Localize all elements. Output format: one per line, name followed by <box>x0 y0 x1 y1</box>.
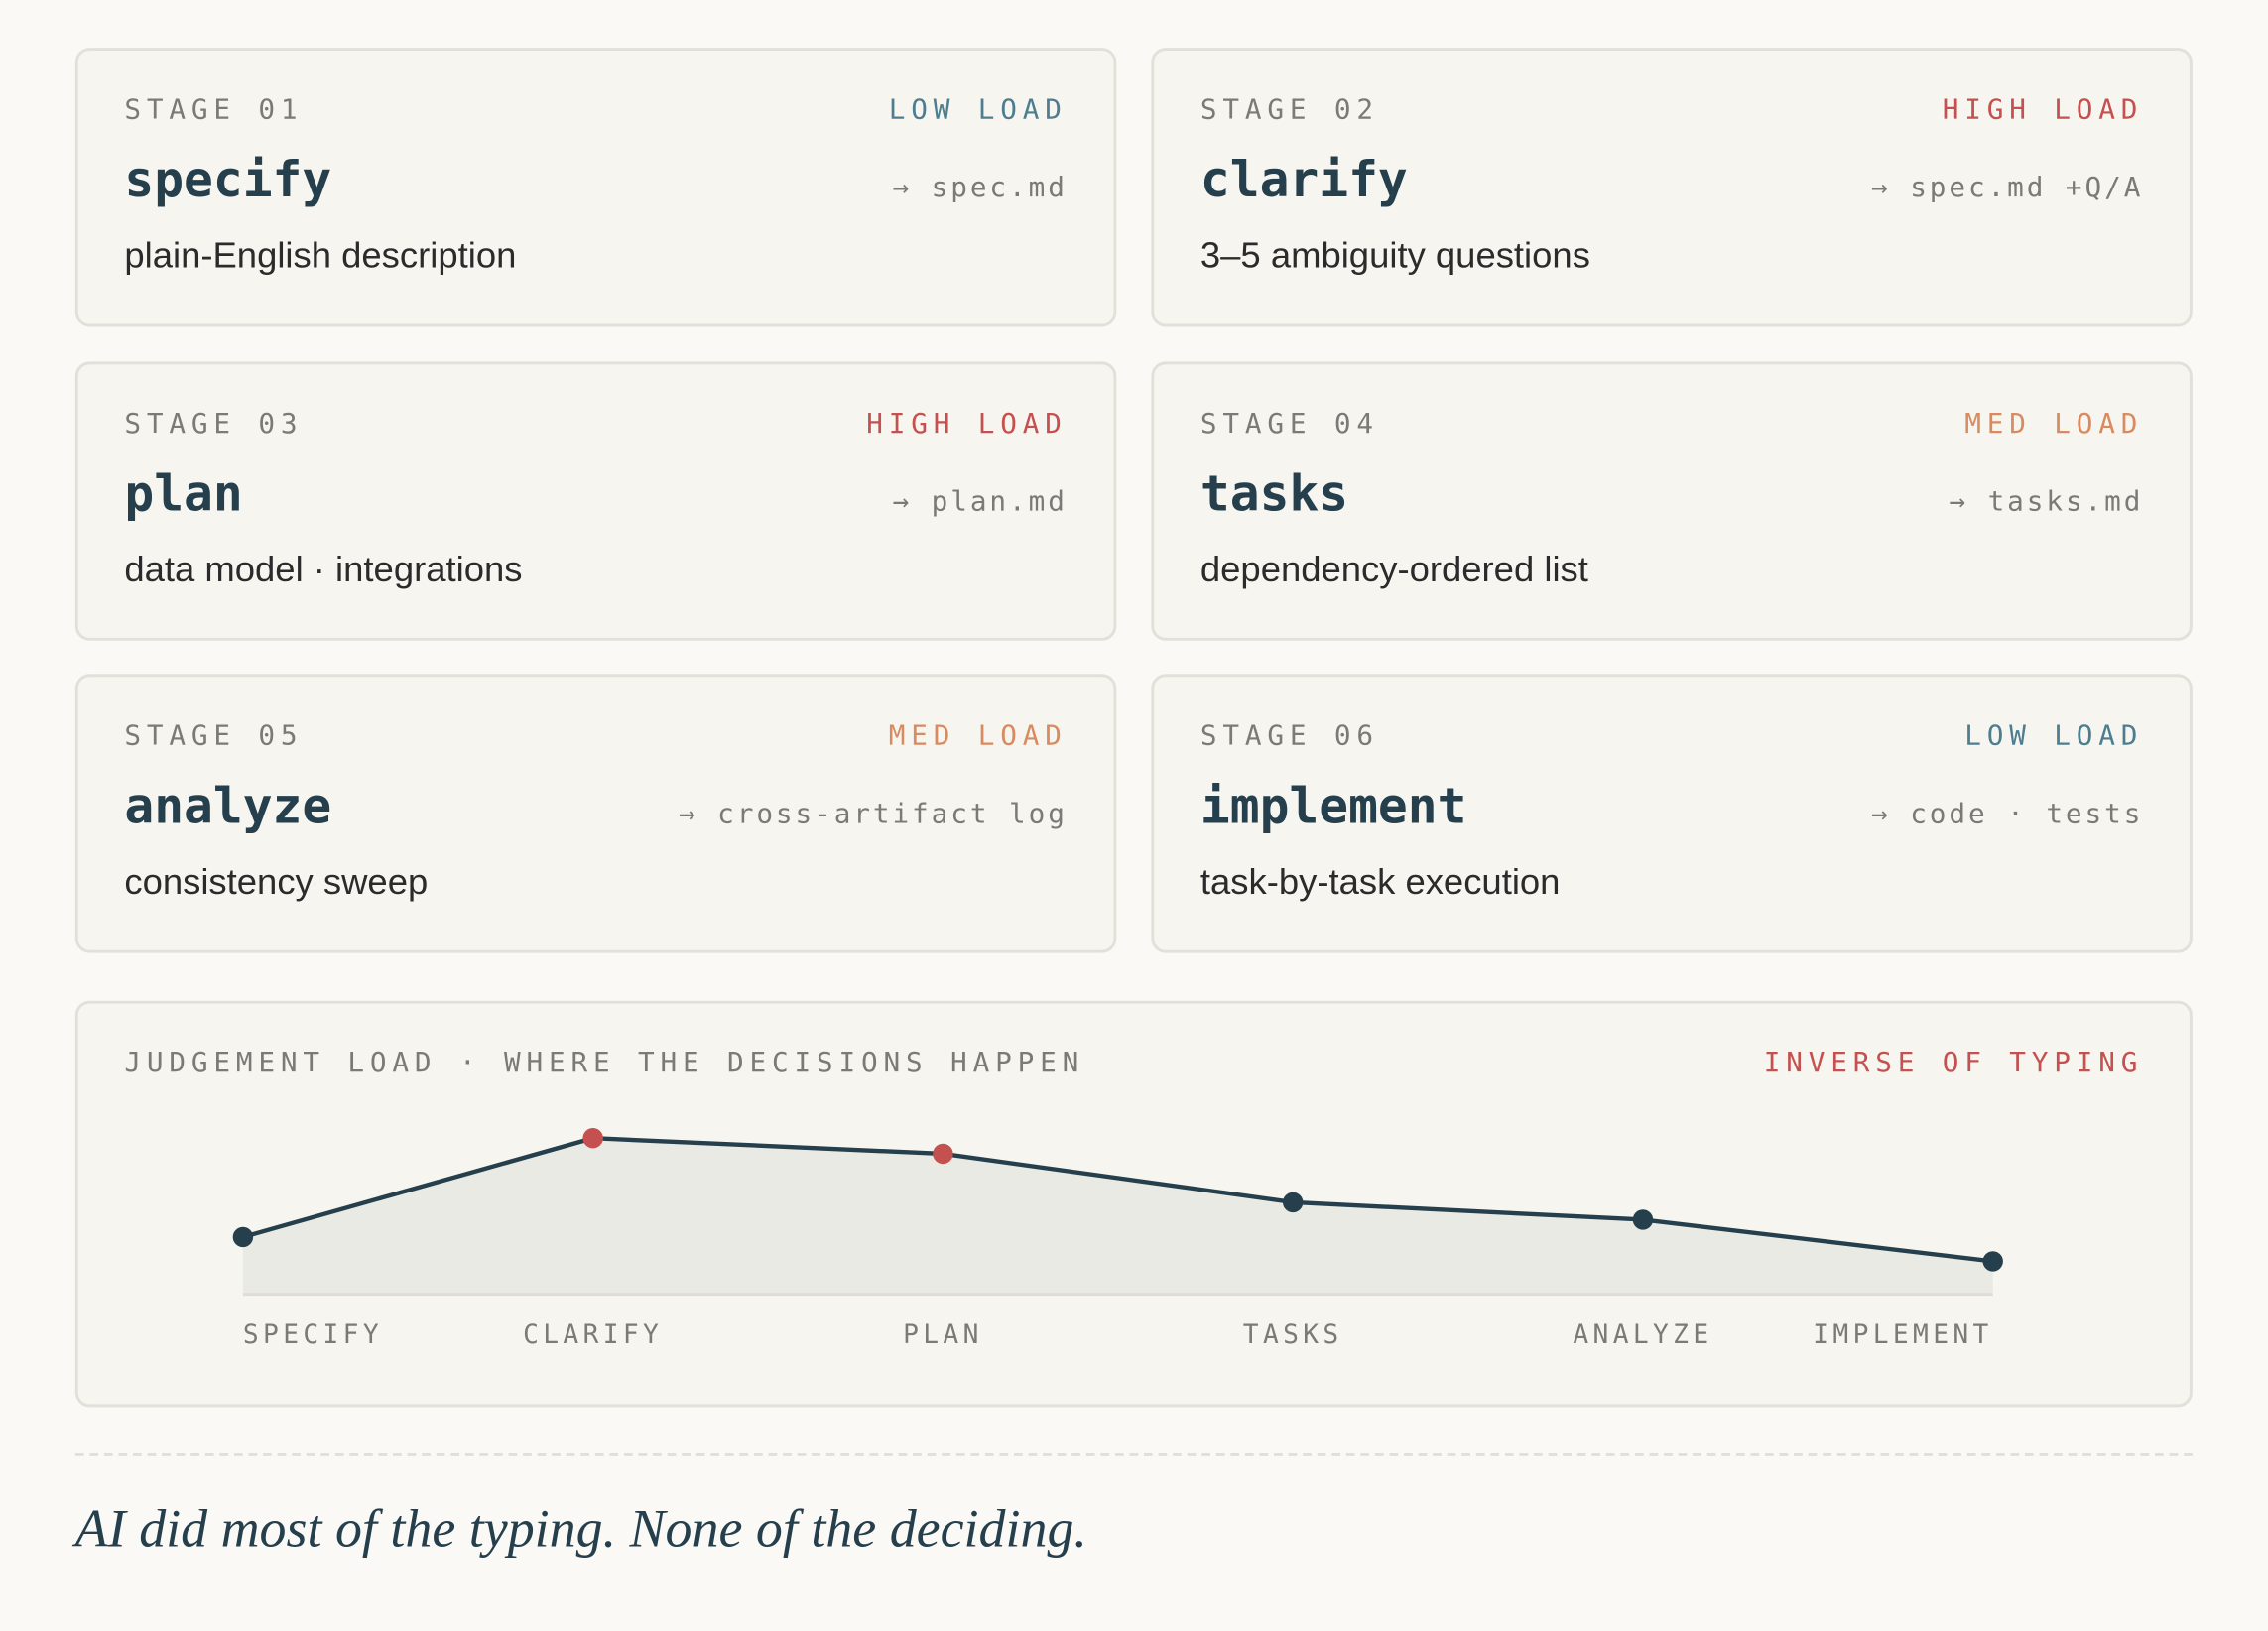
stage-label: STAGE 02 <box>1199 93 1379 126</box>
area <box>242 1138 1993 1295</box>
x-tick-label: PLAN <box>903 1320 983 1350</box>
stage-label: STAGE 03 <box>124 407 304 439</box>
stage-card: STAGE 05 MED LOAD analyze → cross-artifact … <box>74 674 1117 953</box>
stage-card: STAGE 04 MED LOAD tasks → tasks.md dependenc… <box>1151 360 2193 641</box>
load-label: MED LOAD <box>1964 407 2144 439</box>
stage-name: plan <box>124 464 243 523</box>
x-tick-label: CLARIFY <box>523 1320 663 1350</box>
stage-name: implement <box>1199 778 1467 836</box>
load-label: LOW LOAD <box>1964 719 2144 753</box>
point <box>232 1226 254 1248</box>
load-label: MED LOAD <box>888 719 1068 753</box>
stage-name: tasks <box>1199 464 1349 523</box>
stage-output: → spec.md +Q/A <box>1871 172 2144 204</box>
stage-label: STAGE 01 <box>124 93 304 126</box>
point <box>1632 1209 1654 1230</box>
load-label: HIGH LOAD <box>866 407 1068 439</box>
divider <box>74 1452 2193 1456</box>
x-tick-label: ANALYZE <box>1573 1320 1712 1350</box>
stage-name: specify <box>124 152 332 210</box>
stage-output: → plan.md <box>892 485 1068 518</box>
stage-label: STAGE 04 <box>1199 407 1379 439</box>
x-tick-label: TASKS <box>1243 1320 1343 1350</box>
stage-card: STAGE 01 LOW LOAD specify → spec.md plain-En… <box>74 48 1117 327</box>
x-tick-label: IMPLEMENT <box>1813 1320 1992 1350</box>
stage-label: STAGE 05 <box>124 719 304 753</box>
point <box>933 1143 953 1165</box>
point <box>1982 1251 2003 1272</box>
stage-card: STAGE 03 HIGH LOAD plan → plan.md data model… <box>74 360 1117 641</box>
line <box>242 1136 1993 1264</box>
stage-description: dependency-ordered list <box>1199 549 1588 590</box>
point <box>582 1128 603 1149</box>
stage-description: 3–5 ambiguity questions <box>1199 235 1590 277</box>
stage-name: clarify <box>1199 152 1408 210</box>
load-label: HIGH LOAD <box>1942 93 2144 126</box>
stage-label: STAGE 06 <box>1199 719 1379 753</box>
stage-description: plain-English description <box>124 235 517 277</box>
stage-description: data model · integrations <box>124 549 523 590</box>
stage-card: STAGE 06 LOW LOAD implement → code · tests t… <box>1151 674 2193 953</box>
stage-output: → code · tests <box>1871 798 2144 830</box>
stage-output: → spec.md <box>892 172 1068 204</box>
quote: AI did most of the typing. None of the d… <box>74 1499 1087 1560</box>
x-tick-label: SPECIFY <box>243 1320 383 1350</box>
chart-annotation: INVERSE OF TYPING <box>1763 1047 2144 1079</box>
stage-output: → tasks.md <box>1949 485 2144 518</box>
load-label: LOW LOAD <box>888 93 1068 126</box>
stage-description: task-by-task execution <box>1199 861 1561 903</box>
stage-name: analyze <box>124 778 332 836</box>
stage-card: STAGE 02 HIGH LOAD clarify → spec.md +Q/A 3–… <box>1151 48 2193 327</box>
point <box>1282 1192 1304 1213</box>
stage-output: → cross-artifact log <box>678 798 1068 830</box>
stage-description: consistency sweep <box>124 861 429 903</box>
chart-title: JUDGEMENT LOAD · WHERE THE DECISIONS HAP… <box>124 1047 1085 1079</box>
